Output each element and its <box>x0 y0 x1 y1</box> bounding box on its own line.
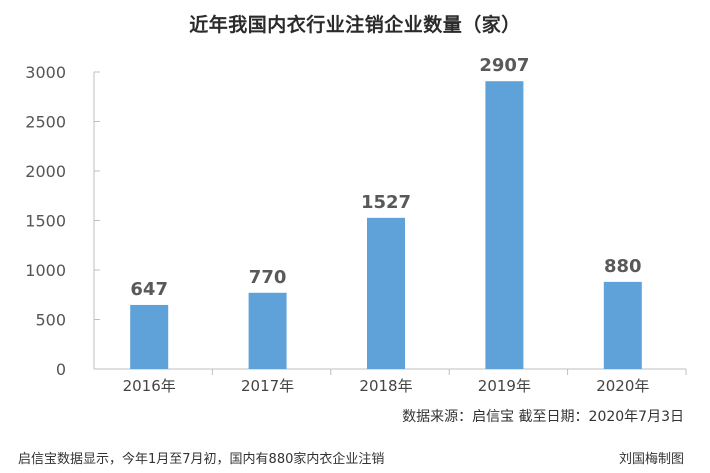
bars <box>130 81 642 369</box>
bar-value-label: 880 <box>604 256 642 277</box>
y-axis: 0 500 1000 1500 2000 2500 3000 <box>25 63 100 379</box>
bar <box>130 304 169 369</box>
bar-value-label: 2907 <box>479 55 529 76</box>
y-tick-label: 500 <box>35 311 66 330</box>
x-tick-label: 2016年 <box>123 377 176 395</box>
bar <box>603 281 642 369</box>
bar-value-label: 770 <box>249 267 287 288</box>
bar-value-label: 1527 <box>361 192 411 213</box>
bar <box>367 217 405 369</box>
footer-caption: 启信宝数据显示，今年1月至7月初，国内有880家内衣企业注销 <box>18 452 385 467</box>
x-tick-label: 2020年 <box>596 377 649 395</box>
footer-credit: 刘国梅制图 <box>618 452 684 467</box>
y-tick-label: 0 <box>56 360 66 379</box>
y-tick-label: 1000 <box>25 261 66 280</box>
bar-value-label: 647 <box>130 279 168 300</box>
bar <box>485 81 524 369</box>
x-axis <box>94 368 687 375</box>
y-tick-label: 3000 <box>25 63 66 82</box>
x-tick-label: 2019年 <box>478 377 531 395</box>
y-tick-label: 1500 <box>25 212 66 231</box>
x-tick-labels: 2016年 2017年 2018年 2019年 2020年 <box>123 377 650 395</box>
x-tick-label: 2017年 <box>241 377 294 395</box>
source-note: 数据来源：启信宝 截至日期：2020年7月3日 <box>402 409 684 425</box>
x-tick-label: 2018年 <box>359 377 412 395</box>
bar <box>248 292 287 369</box>
chart-title: 近年我国内衣行业注销企业数量（家） <box>189 14 521 36</box>
bar-value-labels: 647 770 1527 2907 880 <box>130 55 641 300</box>
y-tick-label: 2500 <box>25 113 66 132</box>
y-tick-label: 2000 <box>25 162 66 181</box>
